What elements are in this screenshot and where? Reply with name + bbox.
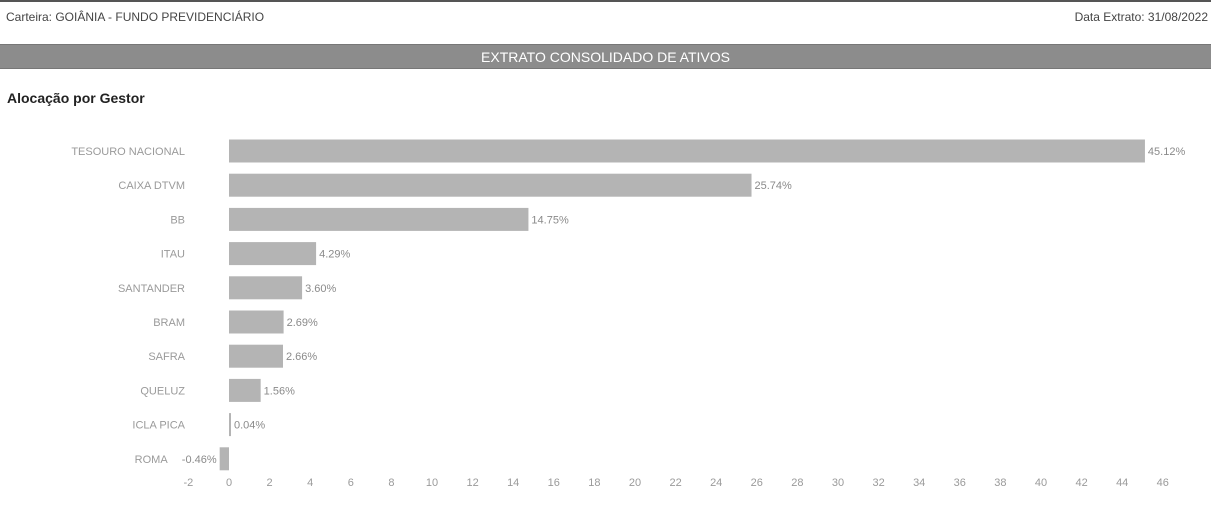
x-tick-label: 42 [1075,477,1087,489]
bar [229,276,303,300]
x-tick-label: 40 [1035,477,1047,489]
x-tick-label: 4 [307,477,313,489]
x-tick-label: 6 [348,477,354,489]
value-label: 3.60% [305,283,336,295]
value-label: 2.66% [286,351,317,363]
category-label: SAFRA [148,351,185,363]
x-tick-label: 38 [994,477,1006,489]
x-tick-label: 16 [548,477,560,489]
category-label: QUELUZ [140,385,185,397]
bar [229,310,284,334]
x-tick-label: 30 [832,477,844,489]
report-header: Carteira: GOIÂNIA - FUNDO PREVIDENCIÁRIO… [0,10,1211,30]
report-banner: EXTRATO CONSOLIDADO DE ATIVOS [0,44,1211,69]
x-tick-label: -2 [184,477,194,489]
x-tick-label: 22 [669,477,681,489]
x-tick-label: 34 [913,477,925,489]
value-label: 1.56% [264,385,295,397]
bar [229,378,261,402]
bar [229,242,317,266]
value-label: 0.04% [234,420,265,432]
bar [219,447,229,471]
bar [229,173,752,197]
category-label: ITAU [161,249,185,261]
category-label: BB [170,214,185,226]
x-tick-label: 36 [954,477,966,489]
x-tick-label: 12 [466,477,478,489]
top-border [0,0,1211,2]
x-tick-label: 28 [791,477,803,489]
value-label: 25.74% [755,180,793,192]
category-label: SANTANDER [118,283,185,295]
x-tick-label: 20 [629,477,641,489]
value-label: 45.12% [1148,146,1186,158]
bar [229,344,283,368]
category-label: ICLA PICA [132,420,185,432]
x-tick-label: 44 [1116,477,1128,489]
value-label: 4.29% [319,249,350,261]
extract-date-label: Data Extrato: 31/08/2022 [1074,10,1208,24]
x-tick-label: 8 [388,477,394,489]
category-label: TESOURO NACIONAL [71,146,185,158]
category-label: BRAM [153,317,185,329]
category-label: ROMA [135,454,169,466]
x-tick-label: 26 [751,477,763,489]
value-label: 2.69% [287,317,318,329]
bar [229,207,529,231]
x-tick-label: 46 [1157,477,1169,489]
x-tick-label: 18 [588,477,600,489]
bar [229,139,1145,163]
x-tick-label: 32 [872,477,884,489]
category-label: CAIXA DTVM [118,180,185,192]
bar [229,413,231,437]
banner-title: EXTRATO CONSOLIDADO DE ATIVOS [481,49,730,65]
x-tick-label: 24 [710,477,722,489]
x-tick-label: 0 [226,477,232,489]
section-title: Alocação por Gestor [7,90,145,106]
value-label: -0.46% [182,454,217,466]
value-label: 14.75% [531,214,569,226]
x-tick-label: 14 [507,477,519,489]
portfolio-label: Carteira: GOIÂNIA - FUNDO PREVIDENCIÁRIO [6,10,265,24]
x-tick-label: 2 [267,477,273,489]
x-tick-label: 10 [426,477,438,489]
